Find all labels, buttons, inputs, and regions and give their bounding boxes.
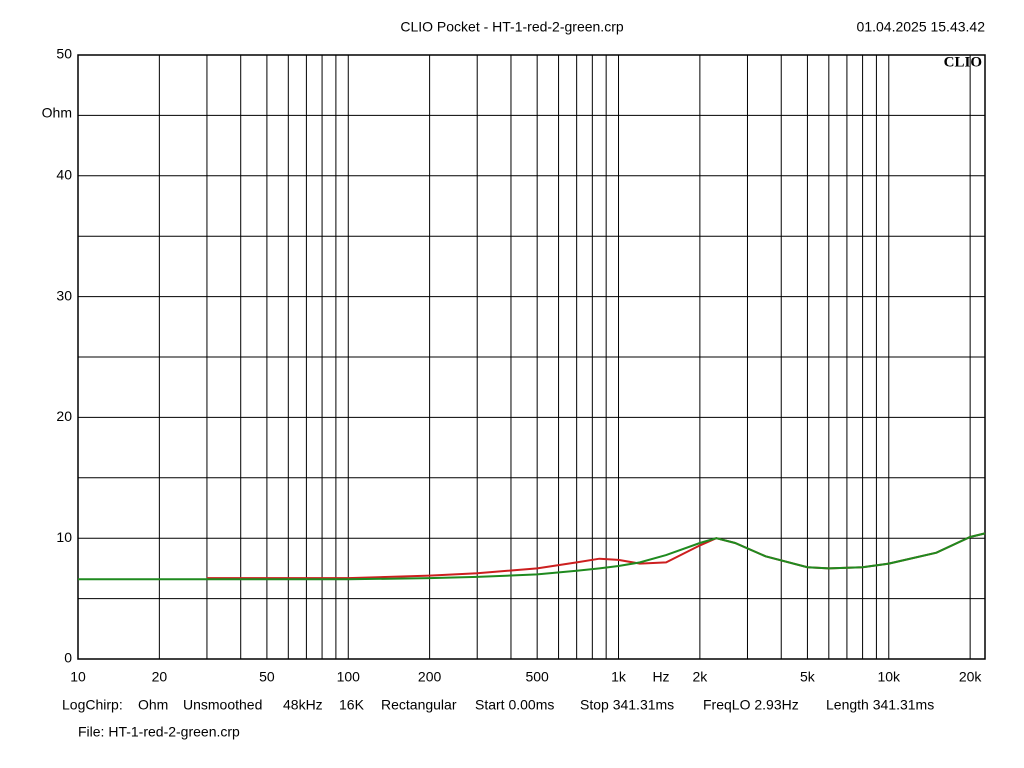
x-tick-label: 10k — [877, 669, 901, 685]
y-axis-label: Ohm — [42, 105, 72, 121]
y-tick-label: 40 — [56, 167, 72, 183]
footer-item: LogChirp: — [62, 697, 123, 713]
footer-item: Ohm — [138, 697, 168, 713]
x-tick-label: 20 — [152, 669, 168, 685]
footer-item: Rectangular — [381, 697, 457, 713]
x-tick-label: 50 — [259, 669, 275, 685]
footer-item: Length 341.31ms — [826, 697, 934, 713]
x-tick-label: 2k — [692, 669, 708, 685]
logo: CLIO — [944, 54, 982, 70]
footer-item: Start 0.00ms — [475, 697, 554, 713]
chart-title: CLIO Pocket - HT-1-red-2-green.crp — [400, 19, 624, 35]
y-tick-label: 0 — [64, 650, 72, 666]
x-tick-label: 500 — [525, 669, 549, 685]
footer-item: Unsmoothed — [183, 697, 262, 713]
series-line — [78, 532, 986, 581]
y-tick-label: 10 — [56, 529, 72, 545]
plot-border — [77, 54, 986, 660]
x-tick-label: 200 — [418, 669, 442, 685]
y-tick-label: 30 — [56, 287, 72, 303]
footer-item: 16K — [339, 697, 365, 713]
x-tick-label: 5k — [800, 669, 816, 685]
footer-item: FreqLO 2.93Hz — [703, 697, 799, 713]
x-tick-label: 10 — [70, 669, 86, 685]
x-unit: Hz — [652, 669, 669, 685]
x-tick-label: 20k — [959, 669, 983, 685]
timestamp: 01.04.2025 15.43.42 — [857, 19, 986, 35]
file-label: File: HT-1-red-2-green.crp — [78, 724, 240, 740]
footer-item: Stop 341.31ms — [580, 697, 674, 713]
footer-item: 48kHz — [283, 697, 323, 713]
y-tick-label: 50 — [56, 46, 72, 62]
x-tick-label: 100 — [337, 669, 361, 685]
x-tick-label: 1k — [611, 669, 627, 685]
y-tick-label: 20 — [56, 408, 72, 424]
